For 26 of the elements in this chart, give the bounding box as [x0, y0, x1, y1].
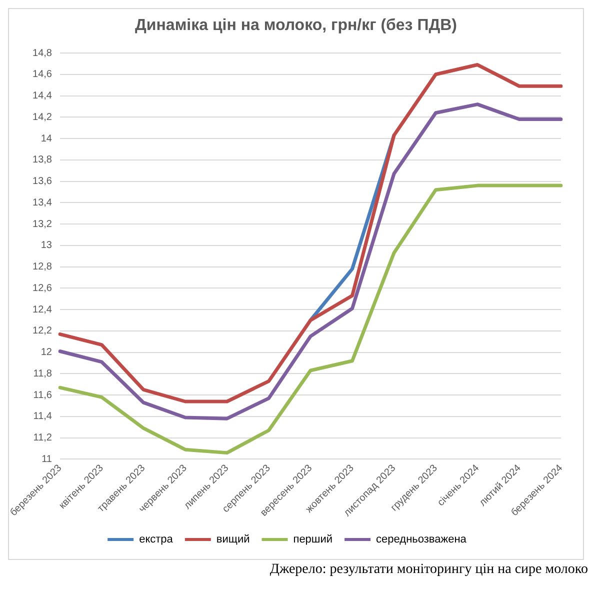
y-tick-label: 12,2: [32, 326, 52, 337]
y-tick-label: 14,6: [32, 69, 52, 80]
y-tick-label: 14,2: [32, 112, 52, 123]
y-tick-label: 11,2: [33, 432, 52, 444]
y-tick-label: 11: [42, 454, 52, 465]
y-tick-label: 11,8: [33, 368, 52, 380]
y-tick-label: 14,8: [32, 48, 52, 59]
legend-label: перший: [293, 534, 333, 546]
y-tick-label: 13: [40, 240, 52, 252]
y-tick-label: 12,8: [32, 262, 52, 273]
y-tick-label: 12: [40, 347, 52, 358]
y-tick-label: 13,4: [32, 197, 52, 208]
y-tick-label: 11,4: [33, 411, 52, 422]
y-tick-label: 14,4: [32, 90, 52, 102]
legend-label: вищий: [216, 534, 250, 546]
text: Джерело: результати моніторингу цін на сире молоко: [268, 561, 588, 578]
y-tick-label: 12,6: [32, 282, 52, 294]
y-tick-label: 13,6: [32, 176, 52, 188]
y-tick-label: 13,2: [32, 218, 52, 230]
chart-title: Динаміка цін на молоко, грн/кг (без ПДВ): [134, 16, 458, 36]
y-tick-label: 13,8: [32, 154, 52, 166]
legend-label: середньозважена: [376, 534, 468, 546]
y-tick-label: 14: [40, 133, 52, 144]
y-tick-label: 11,6: [33, 390, 52, 401]
legend-label: екстра: [139, 534, 174, 546]
y-tick-label: 12,4: [32, 304, 52, 316]
